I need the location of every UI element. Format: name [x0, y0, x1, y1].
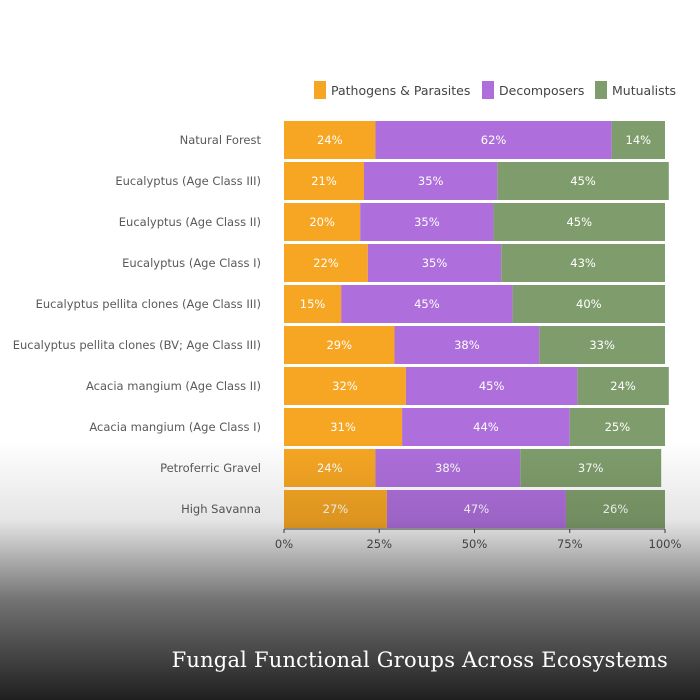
category-label: Eucalyptus (Age Class I): [122, 256, 261, 270]
data-label: 15%: [300, 297, 326, 311]
category-label: Petroferric Gravel: [160, 461, 261, 475]
legend-label: Decomposers: [499, 83, 584, 98]
data-label: 24%: [610, 379, 636, 393]
legend-label: Mutualists: [612, 83, 676, 98]
bars: 24% 62% 14% 21% 35% 45% 20% 35% 45% 22% 35% 43% 15% 4…: [284, 121, 669, 528]
data-label: 38%: [435, 461, 461, 475]
legend-swatch: [314, 81, 326, 99]
data-label: 62%: [481, 133, 507, 147]
data-label: 24%: [317, 133, 343, 147]
data-label: 37%: [578, 461, 604, 475]
x-tick-label: 75%: [557, 537, 583, 551]
x-tick-label: 100%: [649, 537, 682, 551]
data-label: 35%: [422, 256, 448, 270]
category-label: Eucalyptus (Age Class II): [119, 215, 261, 229]
data-label: 38%: [454, 338, 480, 352]
x-tick-label: 0%: [275, 537, 293, 551]
data-label: 45%: [570, 174, 596, 188]
data-label: 44%: [473, 420, 499, 434]
data-label: 14%: [626, 133, 652, 147]
data-label: 40%: [576, 297, 602, 311]
category-label: Eucalyptus pellita clones (BV; Age Class…: [13, 338, 261, 352]
legend: Pathogens & Parasites Decomposers Mutualis…: [314, 81, 676, 99]
data-label: 47%: [464, 502, 490, 516]
data-label: 45%: [566, 215, 592, 229]
data-label: 35%: [418, 174, 444, 188]
caption-title: Fungal Functional Groups Across Ecosyste…: [171, 648, 668, 672]
category-label: Eucalyptus (Age Class III): [115, 174, 261, 188]
data-label: 20%: [309, 215, 335, 229]
x-tick-label: 50%: [462, 537, 488, 551]
legend-swatch: [482, 81, 494, 99]
data-label: 22%: [313, 256, 339, 270]
data-label: 35%: [414, 215, 440, 229]
data-label: 24%: [317, 461, 343, 475]
data-label: 31%: [330, 420, 356, 434]
data-label: 26%: [603, 502, 629, 516]
data-label: 45%: [414, 297, 440, 311]
legend-swatch: [595, 81, 607, 99]
category-label: Natural Forest: [180, 133, 262, 147]
category-label: High Savanna: [181, 502, 261, 516]
data-label: 33%: [589, 338, 615, 352]
data-label: 29%: [326, 338, 352, 352]
category-label: Eucalyptus pellita clones (Age Class III…: [36, 297, 261, 311]
data-label: 43%: [570, 256, 596, 270]
data-label: 21%: [311, 174, 337, 188]
legend-label: Pathogens & Parasites: [331, 83, 470, 98]
category-label: Acacia mangium (Age Class II): [86, 379, 261, 393]
data-label: 25%: [605, 420, 631, 434]
category-labels: Natural Forest Eucalyptus (Age Class III)…: [13, 133, 262, 516]
data-label: 45%: [479, 379, 505, 393]
data-label: 27%: [323, 502, 349, 516]
category-label: Acacia mangium (Age Class I): [89, 420, 261, 434]
x-tick-label: 25%: [366, 537, 392, 551]
x-axis: 0% 25% 50% 75% 100%: [275, 528, 682, 551]
data-label: 32%: [332, 379, 358, 393]
